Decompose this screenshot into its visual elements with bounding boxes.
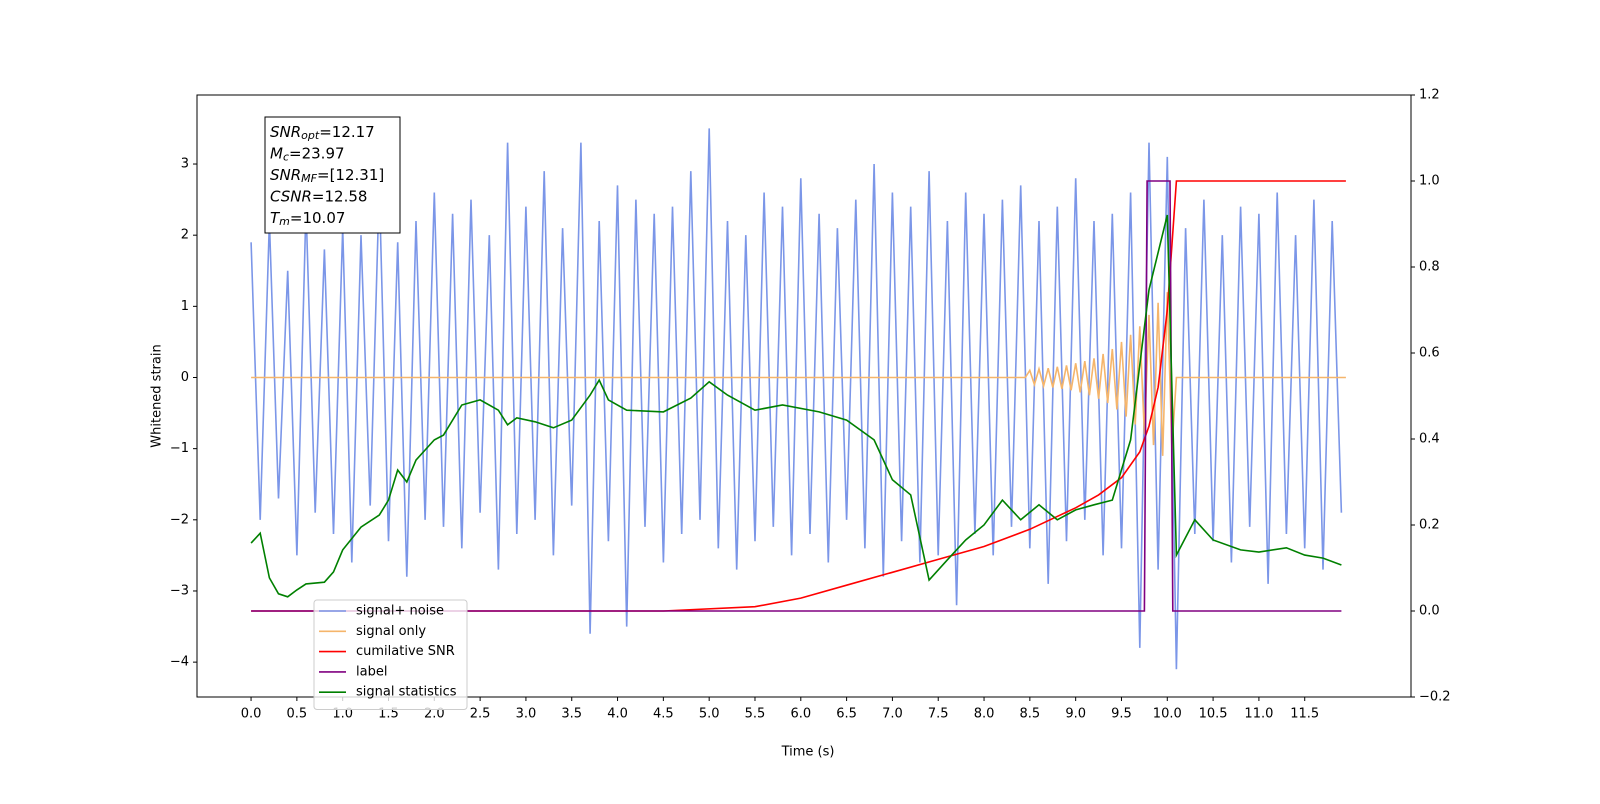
x-tick-label: 1.5 [378, 707, 399, 722]
y2-tick-label: 0.6 [1419, 346, 1440, 361]
y2-tick-label: −0.2 [1419, 690, 1451, 705]
legend: signal+ noise signal only cumilative SNR la… [313, 599, 468, 710]
x-tick-label: 7.0 [882, 707, 903, 722]
annotation-name: M [270, 144, 283, 162]
annotation-value: =23.97 [289, 144, 345, 162]
x-tick-label: 9.0 [1065, 707, 1086, 722]
y2-tick-label: 1.0 [1419, 174, 1440, 189]
series-line [250, 214, 1342, 598]
annotation-value: =10.07 [290, 209, 346, 227]
x-tick-label: 8.0 [974, 707, 995, 722]
y2-tick-label: 0.0 [1419, 604, 1440, 619]
x-tick-label: 2.5 [470, 707, 491, 722]
annotation-sub: m [279, 215, 290, 228]
annotation-name: SNR [270, 123, 301, 141]
annotation-box: SNRopt=12.17Mc=23.97SNRMF=[12.31]CSNR=12… [264, 116, 401, 234]
y-tick-label: −1 [170, 441, 189, 456]
y2-tick-label: 0.2 [1419, 518, 1440, 533]
y2-tick-label: 0.8 [1419, 260, 1440, 275]
annotation-line: CSNR=12.58 [270, 187, 367, 205]
annotation-line: Mc=23.97 [270, 144, 345, 164]
annotation-name: CSNR [270, 187, 312, 205]
x-tick-label: 6.0 [790, 707, 811, 722]
plot-frame [196, 94, 1412, 698]
x-tick-label: 9.5 [1111, 707, 1132, 722]
x-tick-label: 3.5 [561, 707, 582, 722]
x-tick-label: 10.5 [1199, 707, 1228, 722]
annotation-value: =[12.31] [317, 166, 384, 184]
y-tick-label: −2 [170, 512, 189, 527]
y2-tick-label: 0.4 [1419, 432, 1440, 447]
x-tick-label: 2.0 [424, 707, 445, 722]
x-tick-label: 7.5 [928, 707, 949, 722]
x-tick-label: 5.0 [699, 707, 720, 722]
annotation-line: Tm=10.07 [270, 209, 345, 229]
annotation-sub: opt [301, 129, 320, 142]
legend-label: cumilative SNR [356, 644, 455, 659]
x-axis-label: Time (s) [781, 745, 835, 760]
x-tick-label: 10.0 [1153, 707, 1182, 722]
x-tick-label: 4.0 [607, 707, 628, 722]
legend-frame [313, 599, 468, 710]
legend-label: signal statistics [356, 685, 457, 700]
annotation-sub: MF [301, 172, 317, 185]
x-tick-label: 8.5 [1020, 707, 1041, 722]
y-tick-label: −3 [170, 583, 189, 598]
y2-tick-label: 1.2 [1419, 88, 1440, 103]
series-line [251, 180, 1342, 612]
legend-label: label [356, 664, 387, 679]
x-tick-label: 0.5 [287, 707, 308, 722]
x-tick-label: 11.0 [1244, 707, 1273, 722]
annotation-value: =12.58 [312, 187, 368, 205]
y-tick-label: 1 [181, 299, 189, 314]
y-tick-label: −4 [170, 655, 189, 670]
y-tick-label: 3 [181, 157, 189, 172]
x-tick-label: 4.5 [653, 707, 674, 722]
x-tick-label: 3.0 [516, 707, 537, 722]
x-tick-label: 1.0 [332, 707, 353, 722]
x-tick-label: 5.5 [745, 707, 766, 722]
annotation-name: T [270, 209, 281, 227]
y-tick-label: 2 [181, 228, 189, 243]
x-tick-label: 0.0 [241, 707, 262, 722]
series-line [250, 128, 1343, 670]
annotation-line: SNRMF=[12.31] [270, 166, 384, 186]
y-tick-label: 0 [181, 370, 189, 385]
annotation-sub: c [283, 151, 289, 164]
legend-label: signal+ noise [356, 604, 444, 619]
annotation-line: SNRopt=12.17 [270, 123, 375, 143]
annotation-frame [264, 116, 401, 234]
legend-label: signal only [356, 624, 426, 639]
annotation-value: =12.17 [319, 123, 375, 141]
x-tick-label: 6.5 [836, 707, 857, 722]
x-tick-label: 11.5 [1290, 707, 1319, 722]
y-axis-label: Whitened strain [150, 344, 165, 447]
series-line [251, 180, 1346, 612]
annotation-name: SNR [270, 166, 301, 184]
series-line [251, 292, 1346, 456]
